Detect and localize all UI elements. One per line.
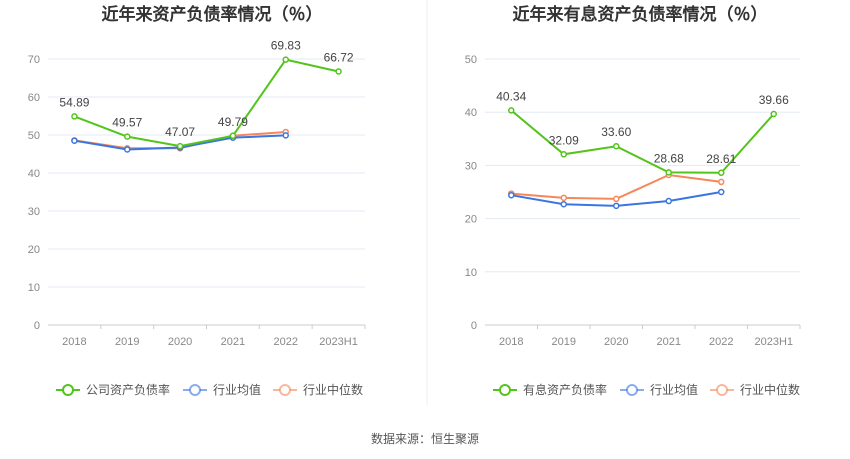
y-tick-label: 0 <box>34 320 40 332</box>
data-point <box>229 132 237 140</box>
y-tick-label: 50 <box>28 130 40 142</box>
x-tick-label: 2021 <box>657 336 681 348</box>
data-point <box>124 133 131 140</box>
series-line-0 <box>510 109 775 174</box>
data-label: 39.66 <box>759 93 789 107</box>
legend-marker[interactable] <box>716 384 728 396</box>
y-tick-label: 30 <box>465 160 477 172</box>
data-point <box>282 56 289 63</box>
data-point <box>718 178 725 186</box>
x-tick-label: 2018 <box>499 336 523 348</box>
data-point <box>71 113 78 120</box>
data-label: 54.89 <box>59 95 89 109</box>
data-point <box>508 191 515 199</box>
legend-item[interactable]: 行业均值 <box>213 382 261 397</box>
legend-marker[interactable] <box>62 384 74 396</box>
legend-marker[interactable] <box>499 384 511 396</box>
source-note: 数据来源：恒生聚源 <box>371 431 479 446</box>
y-tick-label: 10 <box>28 282 40 294</box>
data-point <box>613 195 620 203</box>
y-tick-label: 30 <box>28 206 40 218</box>
legend-marker[interactable] <box>189 384 201 396</box>
data-point <box>770 110 777 118</box>
data-point <box>560 151 567 158</box>
x-tick-label: 2023H1 <box>754 336 793 348</box>
data-point <box>718 169 725 177</box>
data-label: 28.61 <box>706 152 736 166</box>
y-tick-label: 50 <box>465 54 477 66</box>
x-tick-label: 2023H1 <box>319 336 358 348</box>
x-tick-label: 2020 <box>168 336 192 348</box>
x-tick-label: 2022 <box>709 336 733 348</box>
data-label: 33.60 <box>601 125 631 139</box>
legend-marker[interactable] <box>279 384 291 396</box>
legend-item[interactable]: 公司资产负债率 <box>86 382 170 397</box>
data-label: 32.09 <box>549 133 579 147</box>
data-point <box>176 142 184 150</box>
y-tick-label: 10 <box>465 267 477 279</box>
data-point <box>335 68 342 75</box>
data-label: 47.07 <box>165 125 195 139</box>
left-chart-title: 近年来资产负债率情况（％） <box>102 4 323 24</box>
data-label: 49.57 <box>112 116 142 130</box>
legend-item[interactable]: 有息资产负债率 <box>523 382 607 397</box>
data-label: 49.79 <box>218 115 248 129</box>
series-line-2 <box>511 173 722 200</box>
y-tick-label: 60 <box>28 92 40 104</box>
data-label: 40.34 <box>496 89 526 103</box>
x-tick-label: 2021 <box>221 336 245 348</box>
x-tick-label: 2019 <box>115 336 139 348</box>
y-tick-label: 20 <box>465 214 477 226</box>
data-label: 69.83 <box>271 39 301 53</box>
x-tick-label: 2022 <box>274 336 298 348</box>
y-tick-label: 40 <box>465 107 477 119</box>
y-tick-label: 0 <box>471 320 477 332</box>
x-tick-label: 2018 <box>62 336 86 348</box>
legend-item[interactable]: 行业中位数 <box>740 382 800 397</box>
data-point <box>124 146 131 153</box>
data-point <box>665 197 672 205</box>
data-point <box>718 188 725 196</box>
y-tick-label: 70 <box>28 54 40 66</box>
x-tick-label: 2020 <box>604 336 628 348</box>
data-label: 28.68 <box>654 151 684 165</box>
data-point <box>508 107 515 114</box>
data-point <box>665 169 672 176</box>
right-chart-title: 近年来有息资产负债率情况（％） <box>513 4 768 24</box>
legend-marker[interactable] <box>626 384 638 396</box>
data-point <box>613 142 620 150</box>
series-line-0 <box>74 58 339 148</box>
data-label: 66.72 <box>324 50 354 64</box>
y-tick-label: 40 <box>28 168 40 180</box>
data-point <box>560 194 567 202</box>
y-tick-label: 20 <box>28 244 40 256</box>
x-tick-label: 2019 <box>552 336 576 348</box>
legend-item[interactable]: 行业中位数 <box>303 382 363 397</box>
data-point <box>282 132 289 139</box>
data-point <box>560 200 567 208</box>
legend-item[interactable]: 行业均值 <box>650 382 698 397</box>
data-point <box>613 202 620 210</box>
data-point <box>71 137 78 144</box>
